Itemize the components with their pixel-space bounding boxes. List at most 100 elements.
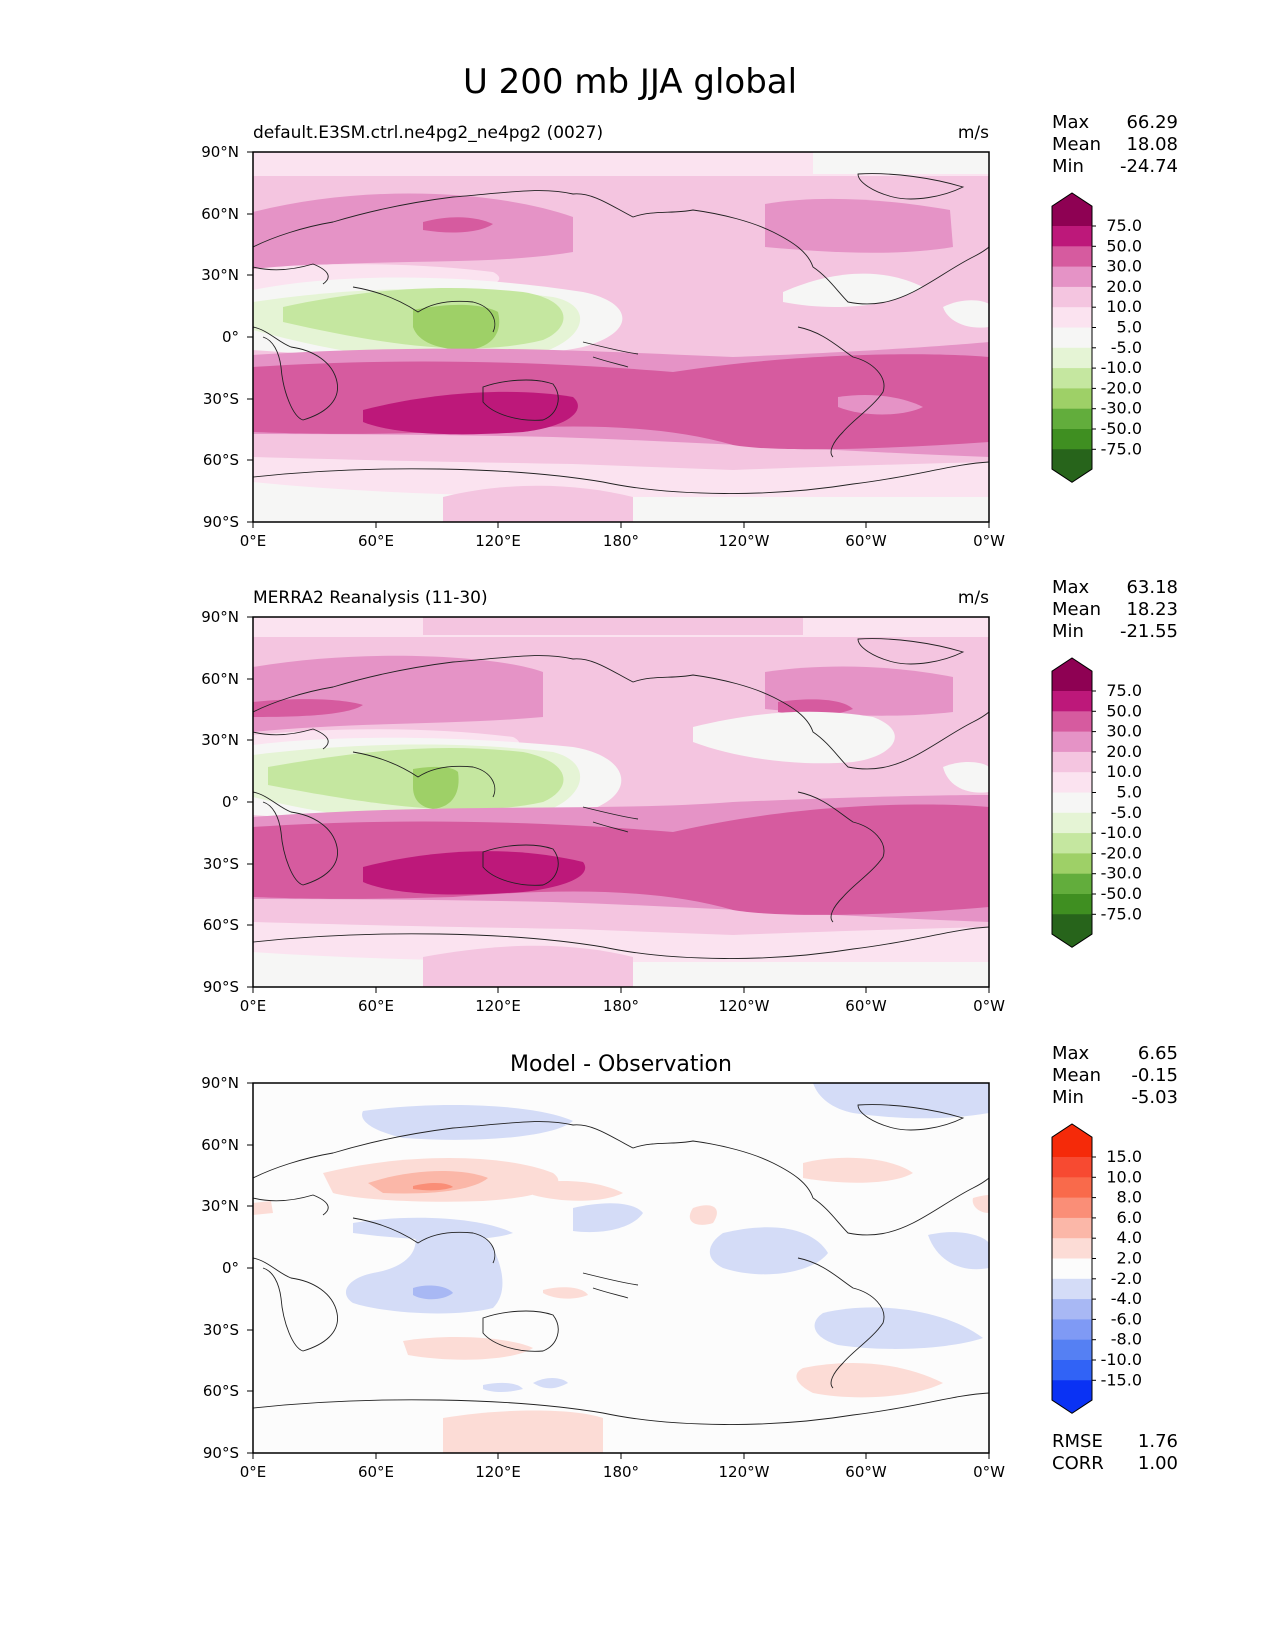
panel-reference: MERRA2 Reanalysis (11-30) m/s (201, 577, 1178, 1015)
lat-tick: 90°N (201, 608, 239, 626)
colorbar-label: 6.0 (1117, 1208, 1142, 1227)
colorbar-label: -30.0 (1101, 864, 1142, 883)
difference-field (253, 1083, 989, 1453)
coastlines (253, 1104, 989, 1425)
lat-tick: 0° (222, 1259, 239, 1277)
colorbar-segment (1052, 1238, 1092, 1260)
stat-label: Min (1052, 156, 1084, 177)
stat-label: Mean (1052, 1065, 1101, 1086)
colorbar-label: -75.0 (1101, 439, 1142, 458)
lat-tick: 60°N (201, 205, 239, 223)
colorbar-label: 50.0 (1106, 236, 1142, 255)
colorbar-segment (1052, 1278, 1092, 1300)
panel-difference: Model - Observation (201, 1043, 1178, 1481)
colorbar-segment (1052, 1197, 1092, 1219)
lat-tick: 60°S (203, 916, 239, 934)
stat-label: Mean (1052, 599, 1101, 620)
colorbar-segment (1052, 307, 1092, 329)
lon-tick: 0°W (973, 997, 1005, 1015)
lat-tick: 60°N (201, 670, 239, 688)
colorbar-label: 30.0 (1106, 257, 1142, 276)
colorbar-label: -10.0 (1101, 1350, 1142, 1369)
colorbar-segment (1052, 429, 1092, 450)
lat-tick: 90°N (201, 1074, 239, 1092)
map-area (253, 1083, 989, 1453)
colorbar-label: 75.0 (1106, 681, 1142, 700)
lat-tick: 0° (222, 328, 239, 346)
colorbar-label: -6.0 (1111, 1309, 1142, 1328)
lon-tick: 0°W (973, 532, 1005, 550)
lon-tick: 60°W (845, 1463, 887, 1481)
rmse-value: 1.76 (1138, 1431, 1178, 1452)
colorbar-segment (1052, 711, 1092, 733)
stat-value: 18.08 (1126, 134, 1178, 155)
map-background (253, 1083, 989, 1453)
stat-value: -21.55 (1120, 621, 1178, 642)
colorbar-extend-bottom (1052, 1380, 1092, 1414)
lon-axis: 0°E 60°E 120°E 180° 120°W 60°W 0°W (240, 987, 1005, 1015)
colorbar-label: 10.0 (1106, 1167, 1142, 1186)
corr-value: 1.00 (1138, 1453, 1178, 1474)
colorbar-segment (1052, 691, 1092, 712)
colorbar: 75.050.0 30.020.010.0 5.0-5.0-10.0-20.0 -30… (1051, 192, 1142, 483)
lat-tick: 90°S (203, 1444, 239, 1462)
stat-label: Max (1052, 577, 1090, 598)
lat-tick: 60°S (203, 451, 239, 469)
lon-tick: 60°E (358, 997, 394, 1015)
colorbar-label: -5.0 (1111, 803, 1142, 822)
stat-value: 63.18 (1126, 577, 1178, 598)
lat-axis: 90°N 60°N 30°N 0° 30°S 60°S 90°S (201, 608, 253, 996)
colorbar-label: 75.0 (1106, 216, 1142, 235)
colorbar-segment (1052, 812, 1092, 834)
colorbar-segment (1052, 772, 1092, 794)
colorbar-label: 2.0 (1117, 1249, 1142, 1268)
colorbar-segment (1052, 833, 1092, 854)
colorbar-outline (1051, 1123, 1093, 1414)
stat-label: Min (1052, 1087, 1084, 1108)
colorbar-label: -10.0 (1101, 358, 1142, 377)
colorbar-segment (1052, 873, 1092, 895)
lon-tick: 0°E (240, 532, 267, 550)
stat-label: Max (1052, 112, 1090, 133)
lon-tick: 60°W (845, 532, 887, 550)
lon-tick: 0°E (240, 1463, 267, 1481)
colorbar-segment (1052, 792, 1092, 814)
stat-label: Min (1052, 621, 1084, 642)
lon-tick: 0°E (240, 997, 267, 1015)
colorbar-label: 5.0 (1117, 318, 1142, 337)
error-stats: RMSE 1.76 CORR 1.00 (1052, 1431, 1178, 1474)
lon-tick: 0°W (973, 1463, 1005, 1481)
colorbar-segment (1052, 853, 1092, 875)
lat-tick: 60°S (203, 1382, 239, 1400)
colorbar-segment (1052, 1319, 1092, 1341)
colorbar-label: 20.0 (1106, 277, 1142, 296)
colorbar-label: 50.0 (1106, 701, 1142, 720)
colorbar-label: -2.0 (1111, 1269, 1142, 1288)
colorbar-label: -20.0 (1101, 843, 1142, 862)
stats-box: Max 66.29 Mean 18.08 Min -24.74 (1052, 112, 1178, 177)
corr-label: CORR (1052, 1453, 1104, 1474)
colorbar-segment (1052, 327, 1092, 349)
map-area (253, 152, 989, 522)
panel-test: default.E3SM.ctrl.ne4pg2_ne4pg2 (0027) m… (201, 112, 1178, 550)
lon-tick: 180° (603, 997, 639, 1015)
lat-tick: 30°S (203, 390, 239, 408)
figure-title: U 200 mb JJA global (463, 62, 797, 102)
lon-tick: 120°W (719, 532, 770, 550)
lat-tick: 30°N (201, 266, 239, 284)
colorbar-label: -75.0 (1101, 904, 1142, 923)
wind-field (253, 152, 989, 522)
panel-title-left: MERRA2 Reanalysis (11-30) (253, 588, 488, 608)
panel-title-left: default.E3SM.ctrl.ne4pg2_ne4pg2 (0027) (253, 123, 603, 143)
colorbar-extend-top (1052, 658, 1092, 691)
lon-tick: 180° (603, 1463, 639, 1481)
colorbar-label: -10.0 (1101, 823, 1142, 842)
stat-label: Max (1052, 1043, 1090, 1064)
stat-label: Mean (1052, 134, 1101, 155)
colorbar-segment (1052, 347, 1092, 369)
lat-axis: 90°N 60°N 30°N 0° 30°S 60°S 90°S (201, 1074, 253, 1462)
colorbar-segment (1052, 1217, 1092, 1239)
lon-tick: 120°E (475, 997, 521, 1015)
panel-units: m/s (958, 123, 989, 143)
